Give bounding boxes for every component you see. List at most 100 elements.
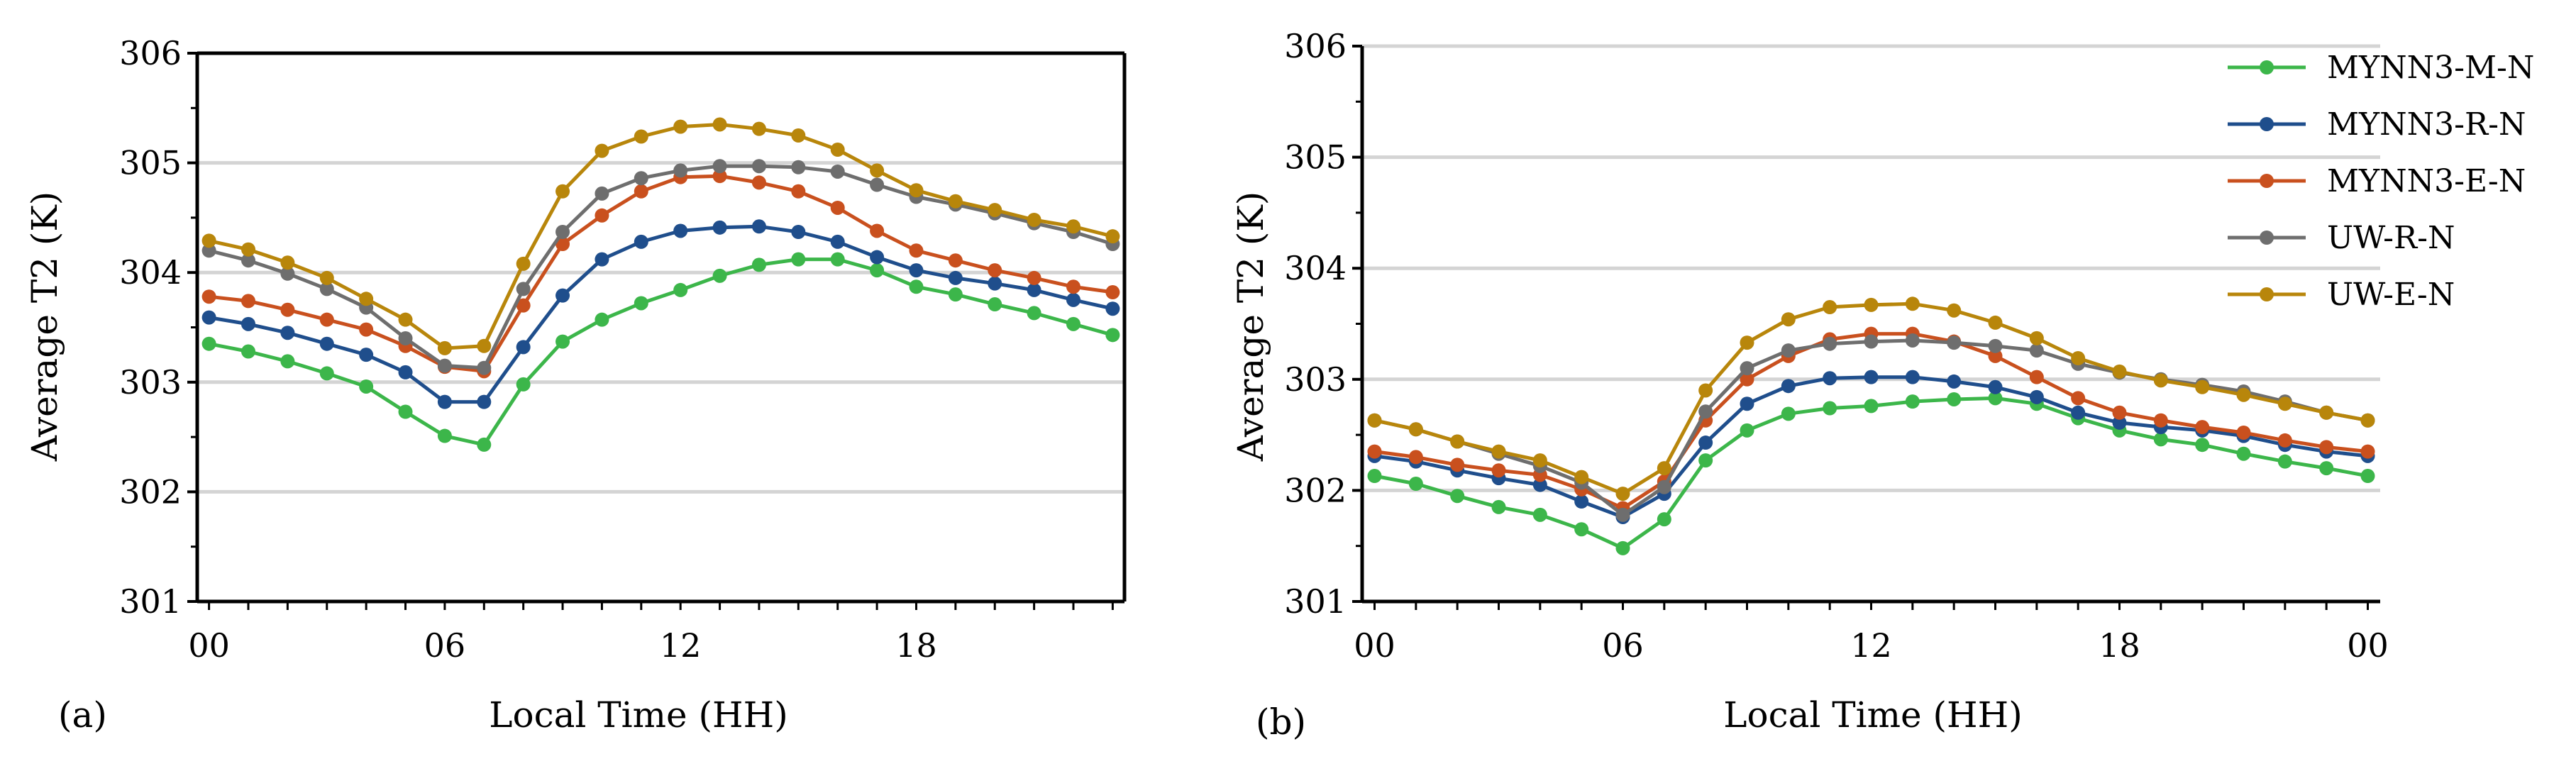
panel-a-point-mynn3-r-n <box>477 394 492 409</box>
panel-a-point-mynn3-r-n <box>791 224 806 239</box>
panel-a-point-mynn3-m-n <box>241 344 255 359</box>
panel-b-series-uw-r-n <box>1367 333 2375 522</box>
panel-a-y-axis-title: Average T2 (K) <box>24 192 65 462</box>
panel-b-point-mynn3-r-n <box>1947 374 1962 389</box>
panel-b-point-uw-e-n <box>1823 300 1837 315</box>
panel-b-point-mynn3-e-n <box>1450 457 1465 472</box>
panel-a-point-mynn3-e-n <box>751 175 766 190</box>
panel-a-point-uw-e-n <box>988 203 1002 218</box>
panel-b-point-uw-e-n <box>2029 331 2044 345</box>
panel-b-point-mynn3-m-n <box>1367 469 1382 484</box>
panel-b-point-uw-e-n <box>1532 453 1547 468</box>
panel-a-point-uw-e-n <box>1027 212 1041 227</box>
panel-a-series-mynn3-r-n <box>201 219 1120 409</box>
panel-a-point-mynn3-m-n <box>1105 328 1120 343</box>
panel-b-point-mynn3-m-n <box>1864 399 1879 414</box>
panel-a-point-mynn3-r-n <box>595 252 609 267</box>
legend-item-mynn3-e-n: MYNN3-E-N <box>2228 163 2526 199</box>
panel-a-point-uw-r-n <box>791 160 806 174</box>
panel-a-point-mynn3-r-n <box>830 234 845 249</box>
panel-b-point-uw-e-n <box>1988 315 2003 330</box>
panel-a-y-tick-label: 304 <box>119 253 182 292</box>
panel-a-point-uw-e-n <box>1066 219 1081 234</box>
panel-a-point-mynn3-m-n <box>398 404 413 419</box>
panel-a-point-mynn3-r-n <box>1105 301 1120 316</box>
panel-a-point-uw-e-n <box>359 292 374 306</box>
panel-b-point-mynn3-m-n <box>1574 522 1589 537</box>
panel-a-point-mynn3-m-n <box>280 354 295 369</box>
panel-b-point-mynn3-e-n <box>2360 444 2375 459</box>
panel-a-point-mynn3-e-n <box>948 253 963 268</box>
panel-b-point-uw-r-n <box>1657 479 1671 494</box>
panel-a-point-mynn3-e-n <box>319 312 334 327</box>
panel-a-point-mynn3-e-n <box>712 169 727 184</box>
panel-b-y-tick-label: 301 <box>1284 582 1347 621</box>
panel-b-point-mynn3-r-n <box>1698 436 1713 450</box>
panel-b-x-axis-title: Local Time (HH) <box>1723 694 2022 736</box>
panel-a-point-uw-e-n <box>791 128 806 143</box>
panel-b-point-mynn3-m-n <box>1657 512 1671 527</box>
panel-b-point-uw-e-n <box>1864 297 1879 312</box>
panel-a-point-uw-r-n <box>477 360 492 375</box>
panel-b-x-tick-label: 12 <box>1850 626 1892 665</box>
panel-b-point-mynn3-r-n <box>1574 494 1589 509</box>
panel-a-line-mynn3-r-n <box>209 224 1113 404</box>
panel-b-series-mynn3-m-n <box>1367 391 2375 555</box>
panel-a-point-mynn3-r-n <box>909 263 924 278</box>
panel-b-point-mynn3-m-n <box>1491 499 1506 514</box>
panel-b-point-uw-e-n <box>1491 444 1506 459</box>
panel-b-point-uw-r-n <box>1905 333 1920 348</box>
panel-b-point-mynn3-r-n <box>2071 405 2086 420</box>
panel-a-point-uw-e-n <box>477 338 492 353</box>
panel-a-point-mynn3-r-n <box>751 219 766 234</box>
panel-a-point-uw-r-n <box>201 243 216 258</box>
panel-a-point-mynn3-m-n <box>712 268 727 283</box>
panel-a-point-mynn3-e-n <box>516 298 531 313</box>
legend-label: UW-E-N <box>2327 277 2455 313</box>
panel-a-point-uw-r-n <box>555 224 570 239</box>
panel-a-point-mynn3-m-n <box>870 263 885 278</box>
panel-b-y-tick-labels: 301 302 303 304 305 306 <box>1284 27 1347 621</box>
panel-a-point-mynn3-e-n <box>1066 279 1081 294</box>
panel-b-point-mynn3-r-n <box>2112 415 2127 430</box>
panel-b-y-tick-label: 303 <box>1284 360 1347 399</box>
panel-b-point-uw-e-n <box>1905 296 1920 311</box>
legend-label: MYNN3-M-N <box>2327 50 2534 86</box>
panel-a-point-mynn3-r-n <box>712 220 727 235</box>
panel-a-point-mynn3-r-n <box>988 276 1002 291</box>
panel-a-y-tick-label: 301 <box>119 582 182 621</box>
panel-b-point-mynn3-r-n <box>2029 389 2044 404</box>
panel-a-point-mynn3-r-n <box>516 340 531 355</box>
panel-a-x-tick-label: 00 <box>188 626 230 665</box>
panel-a-point-mynn3-r-n <box>280 326 295 340</box>
panel-b-point-mynn3-m-n <box>1740 423 1754 438</box>
panel-a-point-mynn3-e-n <box>909 243 924 258</box>
panel-b-point-uw-e-n <box>1574 470 1589 484</box>
panel-b-x-tick-labels: 00 06 12 18 00 <box>1354 626 2389 665</box>
panel-b-point-uw-r-n <box>1698 404 1713 419</box>
panel-b-point-uw-e-n <box>2277 396 2292 411</box>
panel-b-point-mynn3-e-n <box>2153 413 2168 428</box>
panel-b-point-uw-e-n <box>1781 312 1796 327</box>
panel-a-point-mynn3-r-n <box>634 234 648 249</box>
panel-b-point-uw-r-n <box>1823 336 1837 351</box>
panel-b-point-mynn3-m-n <box>2195 438 2210 453</box>
panel-a-axes <box>187 51 1127 610</box>
panel-a-point-mynn3-e-n <box>1027 270 1041 285</box>
panel-a-point-mynn3-e-n <box>634 184 648 199</box>
panel-a-point-mynn3-r-n <box>359 348 374 362</box>
panel-a-point-mynn3-e-n <box>791 184 806 199</box>
panel-a-point-mynn3-m-n <box>948 287 963 302</box>
panel-a-point-uw-r-n <box>751 159 766 174</box>
panel-a-point-mynn3-m-n <box>1027 306 1041 321</box>
panel-b-y-tick-label: 304 <box>1284 249 1347 287</box>
legend-swatch-marker <box>2260 117 2274 131</box>
panel-b-point-mynn3-m-n <box>2277 454 2292 469</box>
panel-a-label: (a) <box>58 694 107 736</box>
panel-b-point-mynn3-e-n <box>1988 348 2003 363</box>
panel-a-x-tick-labels: 00 06 12 18 <box>188 626 936 665</box>
panel-a-point-uw-r-n <box>319 282 334 296</box>
panel-b-point-mynn3-r-n <box>1740 396 1754 411</box>
panel-b-point-uw-e-n <box>1450 434 1465 449</box>
